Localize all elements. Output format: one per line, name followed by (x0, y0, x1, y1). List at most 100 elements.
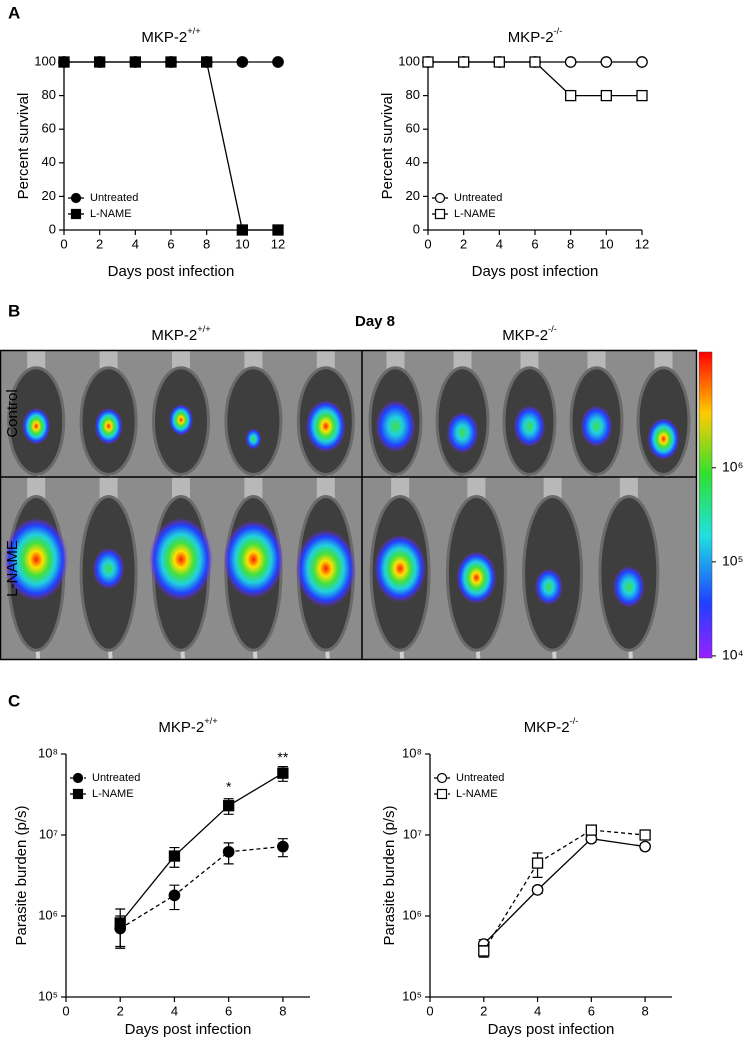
title-base: MKP-2 (508, 29, 554, 46)
title-superscript: +/+ (204, 716, 217, 726)
x-tick-label: 0 (60, 236, 67, 251)
bioluminescence-images (0, 349, 698, 661)
legend-marker (434, 192, 446, 204)
marker (529, 56, 541, 68)
marker (531, 857, 544, 869)
x-tick-label: 6 (588, 1003, 595, 1018)
panel-label: A (8, 3, 20, 22)
title-superscript: +/+ (187, 26, 200, 36)
legend-marker (72, 772, 84, 784)
marker (236, 224, 248, 236)
panel-label: C (8, 691, 20, 710)
colorbar-tick-label: 10⁶ (722, 458, 743, 474)
x-tick-label: 10 (235, 236, 249, 251)
title-base: MKP-2 (502, 327, 548, 344)
title-base: MKP-2 (524, 719, 570, 736)
signal (305, 400, 346, 453)
mouse-body (224, 366, 283, 476)
x-tick-label: 12 (635, 236, 649, 251)
marker (114, 917, 126, 929)
x-tick-label: 4 (132, 236, 139, 251)
signal (223, 520, 284, 599)
marker (636, 56, 648, 68)
panel-label: B (8, 301, 20, 320)
marker (636, 89, 648, 102)
signal (149, 517, 213, 601)
title-superscript: +/+ (197, 324, 210, 334)
signal (94, 408, 123, 445)
x-tick-label: 2 (117, 1003, 124, 1018)
x-tick-label: 4 (496, 236, 503, 251)
signal (4, 517, 69, 601)
marker (272, 56, 284, 68)
marker (422, 56, 434, 68)
x-tick-label: 0 (426, 1003, 433, 1018)
signal (22, 408, 51, 445)
y-tick-label: 10⁸ (402, 745, 422, 760)
image-frame (0, 349, 698, 661)
marker (277, 840, 289, 853)
series-line (119, 772, 284, 924)
title-base: MKP-2 (151, 327, 197, 344)
marker (236, 56, 249, 68)
marker (165, 56, 177, 68)
x-tick-label: 12 (271, 236, 285, 251)
title: MKP-2-/- (524, 716, 579, 736)
y-tick-label: 10⁶ (38, 907, 58, 922)
x-axis-label: Days post infection (125, 1021, 252, 1038)
legend-label: Untreated (456, 772, 504, 784)
marker (272, 224, 284, 236)
marker (201, 56, 213, 68)
title-superscript: -/- (554, 26, 563, 36)
x-tick-label: 8 (641, 1003, 648, 1018)
marker (458, 56, 470, 68)
y-tick-label: 100 (398, 53, 420, 68)
title-base: MKP-2 (141, 29, 187, 46)
colorbar-tick-label: 10⁵ (722, 553, 743, 569)
panel-title: Day 8 (355, 313, 395, 330)
legend-marker (72, 788, 84, 800)
y-axis-label: Percent survival (379, 93, 396, 200)
y-tick-label: 60 (42, 121, 56, 136)
marker (222, 845, 235, 858)
x-tick-label: 6 (225, 1003, 232, 1018)
marker (478, 945, 490, 957)
marker (277, 767, 289, 779)
marker (129, 56, 141, 68)
title: MKP-2-/- (508, 26, 563, 46)
signal (513, 405, 546, 448)
annotation: * (226, 779, 232, 795)
marker (565, 89, 577, 102)
signal (169, 404, 193, 436)
legend-marker (436, 788, 448, 800)
y-tick-label: 10⁵ (38, 988, 58, 1003)
y-tick-label: 0 (49, 221, 56, 236)
row-label: Control (4, 389, 21, 437)
y-tick-label: 60 (406, 121, 420, 136)
y-tick-label: 100 (34, 53, 56, 68)
y-tick-label: 10⁵ (402, 988, 422, 1003)
marker (639, 840, 651, 853)
marker (600, 89, 612, 102)
signal (375, 400, 416, 453)
x-tick-label: 8 (203, 236, 210, 251)
signal (580, 405, 613, 448)
x-tick-label: 10 (599, 236, 613, 251)
series-line (119, 845, 283, 930)
y-tick-label: 80 (42, 87, 56, 102)
x-axis-label: Days post infection (472, 263, 599, 280)
marker (639, 829, 651, 841)
y-tick-label: 40 (406, 154, 420, 169)
title: MKP-2+/+ (151, 324, 210, 344)
legend-marker (70, 192, 82, 204)
y-tick-label: 10⁸ (38, 745, 58, 760)
signal (295, 529, 356, 608)
marker (493, 56, 505, 68)
x-tick-label: 6 (167, 236, 174, 251)
x-tick-label: 8 (567, 236, 574, 251)
x-tick-label: 0 (62, 1003, 69, 1018)
y-tick-label: 20 (406, 188, 420, 203)
title-superscript: -/- (548, 324, 557, 334)
x-tick-label: 8 (279, 1003, 286, 1018)
